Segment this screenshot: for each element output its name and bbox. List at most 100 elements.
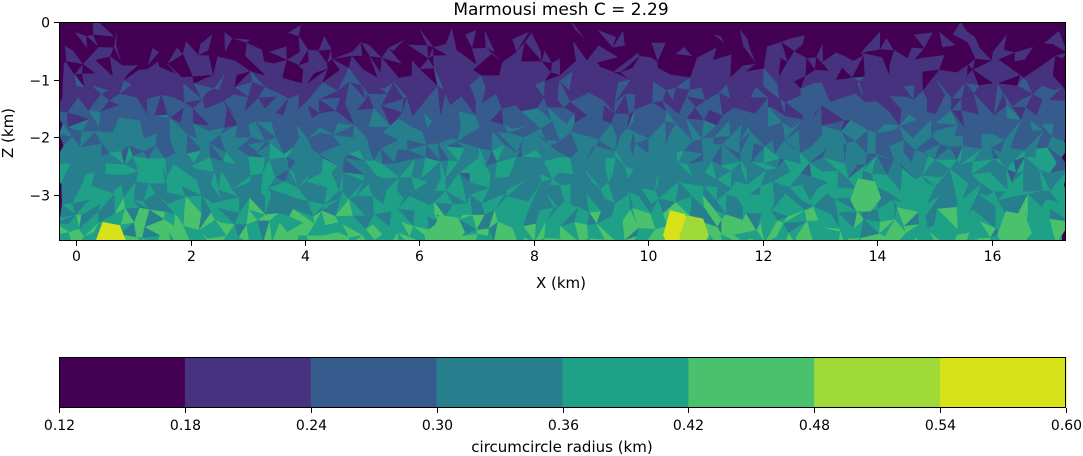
mesh-cell (559, 238, 572, 241)
mesh-highlight-cell (95, 221, 127, 241)
y-tick-label: −3 (29, 189, 50, 205)
mesh-cell (637, 235, 645, 241)
mesh-cell (572, 243, 588, 254)
mesh-cell (306, 235, 313, 241)
mesh-cell (272, 242, 283, 254)
mesh-cell (381, 232, 399, 241)
x-tick-label: 0 (72, 249, 81, 265)
mesh-cell (249, 243, 259, 253)
mesh-cell (898, 232, 907, 241)
y-tick-label: −2 (29, 131, 50, 147)
mesh-cell (285, 231, 300, 241)
mesh-cell (859, 233, 880, 241)
colorbar-segment (814, 357, 941, 408)
x-axis-label: X (km) (536, 274, 586, 292)
mesh-cell (457, 233, 479, 241)
mesh-cell (884, 232, 907, 241)
mesh-cell (306, 235, 326, 241)
colorbar-segment (688, 357, 815, 408)
x-tick-label: 16 (984, 249, 1002, 265)
mesh-cell (733, 234, 750, 241)
mesh-cell (559, 238, 562, 241)
x-tick-label: 4 (301, 249, 310, 265)
mesh-cell (587, 238, 606, 241)
mesh-cell (876, 233, 885, 241)
mesh-cell (226, 235, 240, 241)
mesh-cell (646, 228, 665, 241)
colorbar-segment (562, 357, 689, 408)
mesh-highlight-cell (850, 178, 882, 212)
mesh-cell (297, 235, 303, 241)
mesh-cell (1039, 234, 1055, 241)
x-tick-label: 14 (869, 249, 887, 265)
colorbar: 0.12 0.18 0.24 0.30 0.36 0.42 0.48 0.54 0.60 (44, 357, 1082, 434)
y-axis-label: Z (km) (0, 108, 17, 158)
colorbar-tick-label: 0.54 (925, 418, 956, 434)
colorbar-tick-label: 0.24 (296, 418, 327, 434)
mesh-cell (374, 234, 385, 241)
mesh-cell (905, 232, 918, 241)
colorbar-tick-label: 0.30 (422, 418, 453, 434)
mesh-highlight-cell (431, 214, 466, 241)
mesh-cell (711, 234, 723, 241)
mesh-cell (633, 235, 638, 241)
mesh-cell (142, 237, 147, 241)
mesh-cell (936, 234, 959, 241)
mesh-cell (486, 235, 494, 241)
mesh-highlight-cell (997, 211, 1032, 241)
mesh-cell (273, 231, 288, 241)
mesh-cell (517, 240, 519, 241)
mesh-cell (80, 235, 86, 241)
y-tick-label: −1 (29, 74, 50, 90)
mesh-cell (954, 232, 971, 241)
colorbar-tick-label: 0.60 (1051, 418, 1082, 434)
y-axis: 0 −1 −2 −3 (29, 16, 59, 205)
colorbar-label: circumcircle radius (km) (471, 438, 652, 456)
mesh-cell (598, 243, 618, 248)
x-tick-label: 2 (187, 249, 196, 265)
colorbar-tick-label: 0.42 (673, 418, 704, 434)
mesh-cell (201, 233, 210, 241)
mesh-cell (190, 233, 202, 241)
mesh-cell (334, 231, 346, 241)
colorbar-tick-label: 0.18 (170, 418, 201, 434)
mesh-cell (820, 240, 833, 241)
mesh-cell (618, 243, 627, 249)
mesh-cell (622, 239, 626, 241)
mesh-cell (559, 225, 579, 241)
mesh-cell (68, 231, 86, 241)
mesh-cell (664, 243, 675, 248)
colorbar-tick-label: 0.36 (548, 418, 579, 434)
mesh-cell (361, 234, 375, 241)
mesh-cell (557, 238, 561, 241)
colorbar-tick-label: 0.12 (44, 418, 75, 434)
mesh-cell (973, 238, 977, 241)
colorbar-tick-label: 0.48 (799, 418, 830, 434)
mesh-cell (603, 239, 611, 241)
colorbar-segment (310, 357, 438, 408)
mesh-cell (481, 235, 489, 241)
mesh-cell (485, 242, 505, 250)
colorbar-segment (59, 357, 186, 408)
mesh-cell (878, 233, 887, 241)
mesh-cell (200, 233, 208, 241)
x-tick-label: 12 (755, 249, 773, 265)
x-axis: 0 2 4 6 8 10 12 14 16 (72, 241, 1001, 265)
mesh-cell (913, 237, 917, 241)
y-tick-label: 0 (41, 16, 50, 32)
plot-frame (59, 22, 1066, 241)
mesh-cell (259, 242, 273, 250)
mesh-cell (517, 240, 518, 241)
mesh-cell (226, 235, 229, 241)
x-tick-label: 8 (530, 249, 539, 265)
chart-title: Marmousi mesh C = 2.29 (453, 0, 668, 20)
mesh-cell (222, 235, 228, 241)
mesh-cell (374, 239, 376, 241)
colorbar-segment (940, 357, 1067, 408)
x-tick-label: 10 (640, 249, 658, 265)
colorbar-segment (436, 357, 563, 408)
mesh-layer (59, 22, 1066, 254)
mesh-cell (207, 235, 228, 241)
colorbar-frame (59, 357, 1066, 408)
